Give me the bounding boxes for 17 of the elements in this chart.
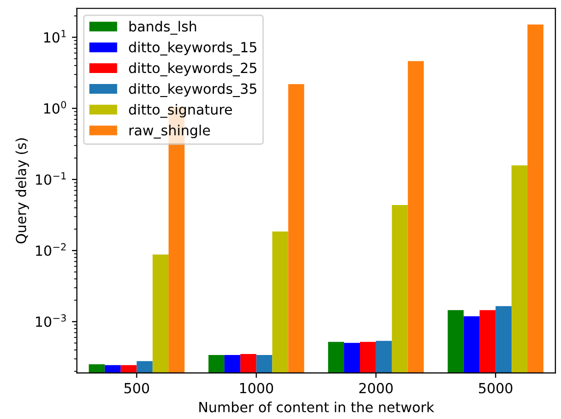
legend-label: ditto_keywords_25 [129, 62, 256, 76]
x-tick-label: 500 [124, 382, 150, 394]
y-tick-label: 10$^{−1}$ [36, 172, 66, 185]
y-tick-label: 10$^{0}$ [44, 101, 66, 114]
legend-label: ditto_keywords_35 [129, 83, 256, 98]
x-tick-label: 5000 [478, 382, 512, 394]
x-tick-label: 1000 [240, 382, 274, 394]
legend-label: ditto_signature [129, 104, 232, 118]
y-axis-title: Query delay (s) [16, 138, 29, 244]
legend-label: bands_lsh [130, 20, 196, 35]
y-tick-label: 10$^{−2}$ [36, 243, 66, 256]
y-tick-label: 10$^{−3}$ [36, 314, 66, 328]
x-axis-title: Number of content in the network [199, 402, 434, 412]
x-tick-label: 2000 [359, 382, 393, 394]
legend-label: raw_shingle [130, 124, 210, 139]
y-tick-label: 10$^{1}$ [44, 30, 66, 43]
legend-label: ditto_keywords_15 [129, 42, 256, 56]
